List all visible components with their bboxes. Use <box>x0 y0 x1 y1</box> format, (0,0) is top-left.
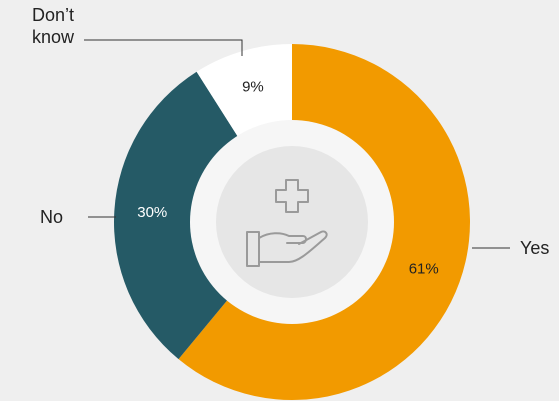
leader-lines <box>84 39 510 249</box>
care-icon <box>246 179 328 267</box>
category-label: No <box>40 207 64 227</box>
value-label: 61% <box>409 260 439 277</box>
category-label: Yes <box>520 238 550 258</box>
category-label: Don’t know <box>31 5 74 47</box>
value-label: 9% <box>242 79 264 96</box>
icon-disc <box>216 146 368 298</box>
value-label: 30% <box>137 204 167 221</box>
